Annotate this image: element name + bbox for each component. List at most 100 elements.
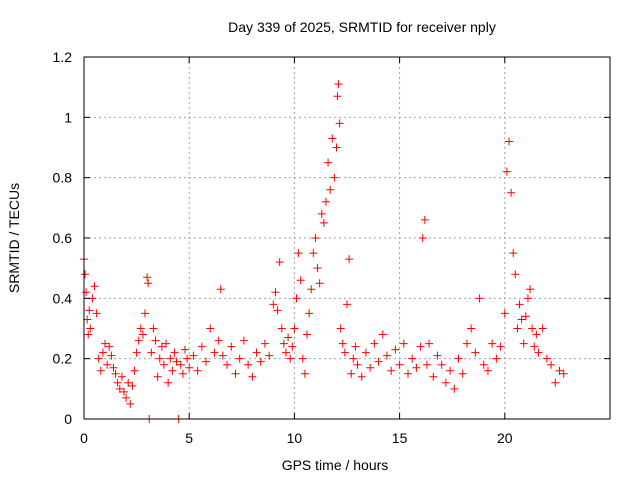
data-point: [275, 258, 284, 267]
data-point: [256, 357, 265, 366]
data-point: [290, 324, 299, 333]
chart-title: Day 339 of 2025, SRMTID for receiver npl…: [228, 19, 496, 35]
data-point: [248, 372, 257, 381]
data-point: [155, 354, 164, 363]
data-point: [496, 342, 505, 351]
data-point: [502, 167, 511, 176]
data-point: [542, 354, 551, 363]
data-point: [511, 270, 520, 279]
data-point: [349, 354, 358, 363]
data-point: [153, 372, 162, 381]
data-point: [286, 354, 295, 363]
data-point: [81, 270, 90, 279]
data-point: [319, 218, 328, 227]
data-point: [479, 360, 488, 369]
x-tick-label: 10: [287, 430, 303, 446]
data-point: [197, 342, 206, 351]
data-point: [130, 366, 139, 375]
data-point: [265, 351, 274, 360]
data-point: [82, 288, 91, 297]
data-point: [235, 354, 244, 363]
data-point: [450, 384, 459, 393]
data-point: [292, 294, 301, 303]
data-point: [284, 333, 293, 342]
data-point: [313, 264, 322, 273]
data-point: [538, 324, 547, 333]
data-point: [433, 351, 442, 360]
data-point: [559, 369, 568, 378]
data-point: [307, 285, 316, 294]
data-point: [551, 378, 560, 387]
x-tick-label: 5: [185, 430, 193, 446]
data-point: [517, 315, 526, 324]
data-point: [149, 324, 158, 333]
data-point: [206, 324, 215, 333]
data-point: [513, 324, 522, 333]
data-point: [92, 309, 101, 318]
data-point: [151, 336, 160, 345]
y-tick-label: 0.4: [53, 290, 73, 306]
data-point: [335, 119, 344, 128]
data-point: [288, 342, 297, 351]
data-point: [324, 158, 333, 167]
data-point: [223, 360, 232, 369]
data-point: [492, 354, 501, 363]
data-point: [96, 366, 105, 375]
data-point: [330, 173, 339, 182]
data-point: [420, 215, 429, 224]
data-point: [126, 399, 135, 408]
data-point: [305, 309, 314, 318]
data-point: [357, 372, 366, 381]
data-point: [338, 339, 347, 348]
data-point: [113, 378, 122, 387]
data-point: [507, 188, 516, 197]
data-point: [216, 285, 225, 294]
data-point: [227, 342, 236, 351]
data-point: [523, 294, 532, 303]
data-point: [124, 378, 133, 387]
data-point: [231, 369, 240, 378]
data-point: [404, 369, 413, 378]
x-tick-label: 0: [80, 430, 88, 446]
data-point: [94, 354, 103, 363]
x-tick-label: 20: [497, 430, 513, 446]
data-point: [277, 324, 286, 333]
data-point: [446, 366, 455, 375]
data-point: [471, 348, 480, 357]
data-point: [366, 363, 375, 372]
data-point: [111, 369, 120, 378]
data-point: [132, 348, 141, 357]
data-point: [84, 330, 93, 339]
data-point: [172, 357, 181, 366]
data-point: [138, 330, 147, 339]
data-point: [530, 342, 539, 351]
data-point: [157, 342, 166, 351]
data-point: [134, 336, 143, 345]
data-point: [281, 348, 290, 357]
data-point: [143, 273, 152, 282]
data-point: [141, 309, 150, 318]
data-point: [378, 330, 387, 339]
x-axis-label: GPS time / hours: [282, 457, 389, 473]
data-point: [86, 324, 95, 333]
data-point: [515, 300, 524, 309]
data-point: [340, 348, 349, 357]
data-point: [441, 378, 450, 387]
data-point: [361, 348, 370, 357]
data-point: [189, 351, 198, 360]
data-point: [144, 279, 153, 288]
data-point: [418, 234, 427, 242]
data-point: [467, 324, 476, 333]
data-point: [193, 366, 202, 375]
axis-ticks: 0 5 10 15 20 0 0.2 0.4 0.6 0.8 1 1.2: [53, 49, 610, 446]
data-point: [115, 384, 124, 393]
data-point: [303, 330, 312, 339]
data-point: [85, 306, 94, 315]
data-point: [399, 339, 408, 348]
data-point: [315, 279, 324, 288]
y-tick-label: 0.2: [53, 351, 73, 367]
data-point: [98, 348, 107, 357]
data-point: [296, 276, 305, 285]
data-point: [555, 366, 564, 375]
